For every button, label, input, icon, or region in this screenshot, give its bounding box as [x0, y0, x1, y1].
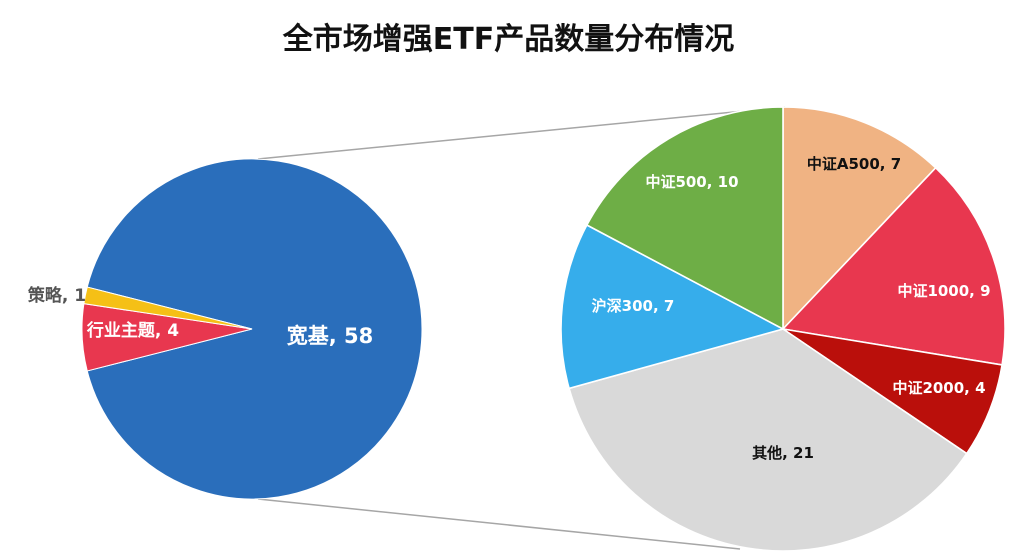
primary-pie — [81, 158, 423, 500]
data-label-中证2000: 中证2000, 4 — [892, 379, 985, 397]
connector-line-top — [257, 106, 786, 160]
data-label-中证1000: 中证1000, 9 — [897, 282, 990, 300]
data-label-策略: 策略, 1 — [28, 285, 86, 306]
pie-slice-中证500 — [585, 106, 784, 331]
chart-title: 全市场增强ETF产品数量分布情况 — [282, 22, 735, 57]
data-label-行业主题: 行业主题, 4 — [86, 320, 179, 341]
connector-lines — [257, 106, 786, 550]
data-label-中证500: 中证500, 10 — [645, 173, 738, 191]
data-label-中证A500: 中证A500, 7 — [807, 155, 901, 173]
breakout-pie — [560, 106, 1006, 552]
pie-slice-其他 — [568, 328, 968, 552]
pie-slice-宽基 — [86, 158, 423, 500]
pie-slice-中证1000 — [781, 166, 1006, 366]
data-label-宽基: 宽基, 58 — [287, 324, 374, 348]
pie-slice-策略 — [83, 286, 253, 330]
data-label-其他: 其他, 21 — [752, 444, 814, 462]
data-labels: 宽基, 58 行业主题, 4策略, 1 中证A500, 7 中证1000, 9 中证20… — [28, 155, 991, 462]
data-label-沪深300: 沪深300, 7 — [592, 297, 675, 315]
pie-slice-沪深300 — [560, 223, 786, 390]
pie-slice-中证A500 — [782, 106, 937, 332]
connector-line-bottom — [257, 498, 741, 550]
